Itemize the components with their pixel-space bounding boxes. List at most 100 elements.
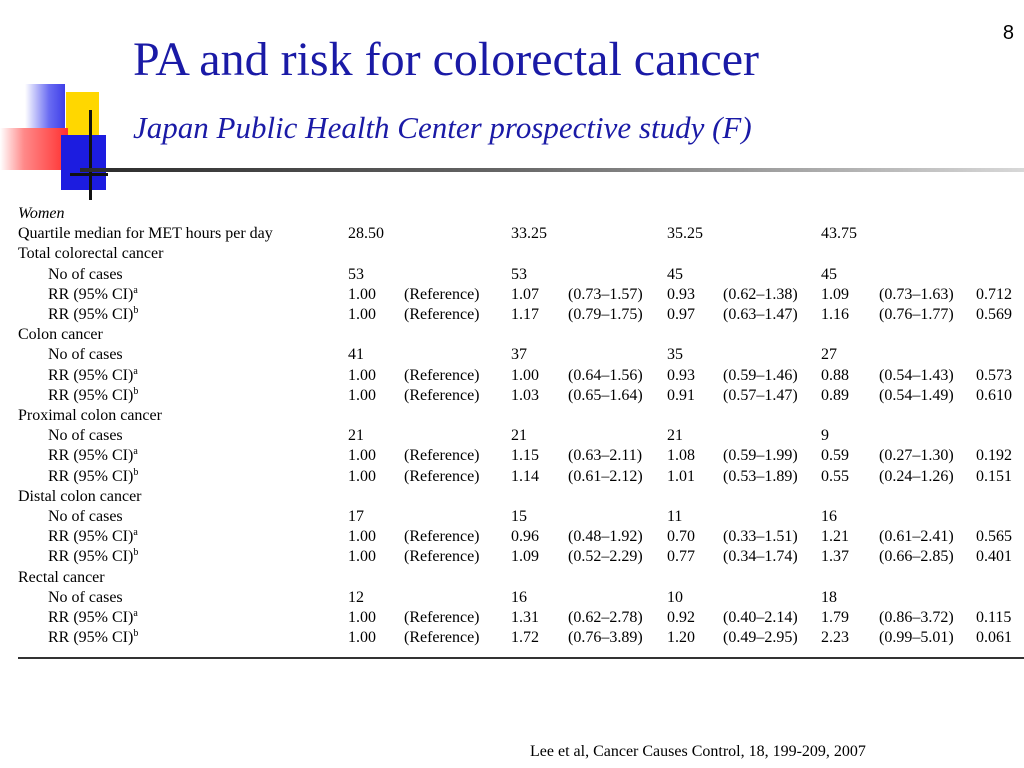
rr-value: 1.00 — [348, 366, 376, 384]
cases-row: No of cases 53 53 45 45 — [18, 265, 1024, 285]
rr-value: (0.61–2.12) — [568, 467, 643, 485]
rr-value: (0.79–1.75) — [568, 306, 643, 323]
rr-value: (0.53–1.89) — [723, 467, 798, 485]
quartile-value: 33.25 — [511, 225, 547, 243]
rr-value: (0.34–1.74) — [723, 548, 798, 566]
rr-value: (0.65–1.64) — [568, 386, 643, 404]
section-header: Rectal cancer — [18, 568, 1024, 588]
rr-value: 0.96 — [511, 528, 539, 546]
table-bottom-rule — [18, 657, 1024, 659]
rr-value: 0.115 — [976, 609, 1012, 626]
rr-label: RR (95% CI)a — [48, 285, 138, 305]
rr-label-text: RR (95% CI) — [48, 447, 134, 465]
rr-value: (Reference) — [404, 528, 480, 546]
rr-value: (0.59–1.99) — [723, 447, 798, 465]
cases-value: 17 — [348, 508, 364, 525]
rr-label: RR (95% CI)b — [48, 305, 138, 325]
rr-value: 0.77 — [667, 548, 695, 566]
cases-value: 45 — [667, 265, 683, 283]
rr-value: 0.55 — [821, 467, 849, 485]
footnote-marker: a — [133, 365, 138, 377]
rr-row: RR (95% CI)a 1.00 (Reference) 1.00 (0.64–1.5… — [18, 366, 1024, 386]
rr-value: (0.73–1.57) — [568, 285, 643, 303]
rr-value: 1.20 — [667, 629, 695, 647]
slide-number: 8 — [1002, 22, 1014, 44]
cases-value: 27 — [821, 346, 837, 364]
section-name: Distal colon cancer — [18, 487, 142, 505]
rr-value: 0.88 — [821, 366, 849, 384]
rr-value: (Reference) — [404, 285, 480, 303]
cases-value: 12 — [348, 588, 364, 606]
logo-blue-block — [25, 84, 65, 132]
rr-value: (0.73–1.63) — [879, 285, 954, 303]
rr-value: 1.09 — [511, 548, 539, 566]
cases-value: 21 — [667, 427, 683, 445]
rr-value: (0.48–1.92) — [568, 528, 643, 546]
rr-value: (0.24–1.26) — [879, 467, 954, 485]
rr-value: (Reference) — [404, 548, 480, 566]
rr-label: RR (95% CI)b — [48, 467, 138, 487]
rr-value: 0.610 — [976, 386, 1012, 404]
page-title: PA and risk for colorectal cancer — [133, 33, 759, 86]
cases-value: 21 — [348, 427, 364, 445]
footnote-marker: b — [133, 466, 139, 478]
rr-value: 0.151 — [976, 467, 1012, 485]
rr-value: (0.59–1.46) — [723, 366, 798, 384]
section-header: Total colorectal cancer — [18, 244, 1024, 264]
rr-value: 1.08 — [667, 447, 695, 465]
rr-value: (0.86–3.72) — [879, 609, 954, 626]
rr-value: 0.93 — [667, 366, 695, 384]
rr-value: 0.401 — [976, 548, 1012, 566]
cases-label: No of cases — [48, 427, 123, 445]
rr-value: (0.52–2.29) — [568, 548, 643, 566]
footnote-marker: a — [133, 527, 138, 539]
logo-blue-square — [61, 135, 106, 190]
rr-value: 0.92 — [667, 609, 695, 626]
rr-value: 1.00 — [348, 447, 376, 465]
rr-value: (Reference) — [404, 609, 480, 626]
rr-value: 0.89 — [821, 386, 849, 404]
rr-label-text: RR (95% CI) — [48, 609, 134, 626]
footnote-marker: a — [133, 446, 138, 458]
rr-row: RR (95% CI)b 1.00 (Reference) 1.03 (0.65–1.6… — [18, 386, 1024, 406]
rr-value: (0.27–1.30) — [879, 447, 954, 465]
rr-value: 0.573 — [976, 366, 1012, 384]
cases-value: 53 — [511, 265, 527, 283]
rr-label: RR (95% CI)b — [48, 628, 138, 648]
rr-row: RR (95% CI)b 1.00 (Reference) 1.14 (0.61–2.1… — [18, 467, 1024, 487]
rr-value: 1.72 — [511, 629, 539, 647]
rr-value: 1.00 — [348, 306, 376, 323]
rr-value: (0.76–3.89) — [568, 629, 643, 647]
rr-value: (0.54–1.49) — [879, 386, 954, 404]
rr-value: 1.01 — [667, 467, 695, 485]
cases-value: 53 — [348, 265, 364, 283]
footnote-marker: b — [133, 547, 139, 559]
cases-value: 16 — [511, 588, 527, 606]
section-header: Colon cancer — [18, 325, 1024, 345]
rr-label-text: RR (95% CI) — [48, 366, 134, 384]
cases-value: 10 — [667, 588, 683, 606]
rr-row: RR (95% CI)a 1.00 (Reference) 0.96 (0.48–1.9… — [18, 527, 1024, 547]
cases-row: No of cases 12 16 10 18 — [18, 588, 1024, 608]
cases-value: 16 — [821, 508, 837, 525]
rr-value: 1.31 — [511, 609, 539, 626]
cases-value: 35 — [667, 346, 683, 364]
rr-value: (Reference) — [404, 386, 480, 404]
rr-value: (Reference) — [404, 306, 480, 323]
section-name: Colon cancer — [18, 326, 103, 344]
rr-value: 1.00 — [348, 548, 376, 566]
group-label: Women — [18, 205, 65, 222]
group-row: Women — [18, 204, 1024, 224]
rr-value: (0.63–2.11) — [568, 447, 643, 465]
cases-label: No of cases — [48, 588, 123, 606]
cases-value: 18 — [821, 588, 837, 606]
cases-label: No of cases — [48, 265, 123, 283]
quartile-value: 28.50 — [348, 225, 384, 243]
cases-value: 21 — [511, 427, 527, 445]
rr-value: (0.76–1.77) — [879, 306, 954, 323]
section-header: Proximal colon cancer — [18, 406, 1024, 426]
footnote-marker: b — [133, 628, 139, 640]
rr-label: RR (95% CI)a — [48, 446, 138, 466]
logo-vertical-line — [89, 110, 92, 200]
rr-value: (Reference) — [404, 447, 480, 465]
